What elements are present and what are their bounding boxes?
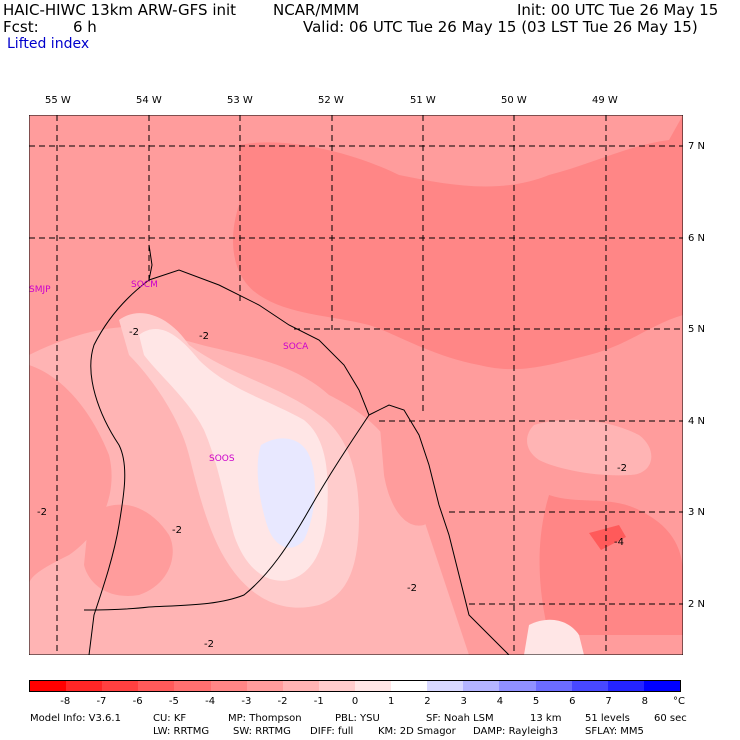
lat-label-3n: 3 N: [688, 507, 706, 518]
footer-model-info: Model Info: V3.6.1: [30, 713, 121, 724]
colorbar-tick-label: -4: [205, 696, 216, 707]
fcst-label: Fcst:: [3, 18, 39, 36]
colorbar-tick-label: 2: [424, 696, 431, 707]
colorbar-tick-label: -7: [96, 696, 107, 707]
field-region-minus3-se: [539, 495, 683, 635]
station-label: SOCM: [131, 280, 158, 290]
colorbar-swatch: [535, 681, 572, 691]
colorbar-swatch: [210, 681, 247, 691]
footer-levels: 51 levels: [585, 713, 630, 724]
coastline: [148, 269, 510, 655]
colorbar-tick-label: 0: [351, 696, 359, 707]
lon-label-53w: 53 W: [227, 95, 253, 106]
fcst-value: 6 h: [73, 18, 97, 36]
colorbar: [29, 680, 681, 692]
field-region-minus4: [589, 525, 626, 550]
colorbar-swatch: [174, 681, 211, 691]
colorbar-tick-label: -3: [241, 696, 252, 707]
colorbar-swatch: [318, 681, 355, 691]
colorbar-tick-label: 1: [388, 696, 395, 707]
lat-lon-grid: [29, 115, 683, 655]
colorbar-swatch: [246, 681, 283, 691]
field-name: Lifted index: [7, 36, 90, 52]
footer-sw: SW: RRTMG: [233, 726, 291, 737]
colorbar-unit: °C: [673, 696, 685, 707]
lat-label-2n: 2 N: [688, 599, 706, 610]
station-label: SOOS: [209, 454, 235, 464]
contour-label: -2: [617, 463, 627, 474]
colorbar-swatch: [571, 681, 608, 691]
border-suriname-guyana: [88, 279, 150, 655]
footer-diff: DIFF: full: [310, 726, 354, 737]
colorbar-swatch: [391, 681, 428, 691]
lat-label-4n: 4 N: [688, 416, 706, 427]
colorbar-tick-label: 3: [460, 696, 467, 707]
footer-mp: MP: Thompson: [228, 713, 302, 724]
colorbar-tick-label: 5: [532, 696, 540, 707]
colorbar-swatch: [427, 681, 464, 691]
lon-label-54w: 54 W: [136, 95, 162, 106]
contour-label: -2: [129, 327, 139, 338]
footer-damp: DAMP: Rayleigh3: [473, 726, 559, 737]
colorbar-swatch: [30, 681, 67, 691]
colorbar-swatch: [354, 681, 392, 691]
colorbar-tick-label: 7: [605, 696, 612, 707]
colorbar-swatch: [66, 681, 103, 691]
contour-label: -2: [37, 507, 47, 518]
lat-label-5n: 5 N: [688, 324, 706, 335]
center-label: NCAR/MMM: [273, 1, 360, 19]
model-title: HAIC-HIWC 13km ARW-GFS init: [3, 1, 237, 19]
footer-lw: LW: RRTMG: [153, 726, 210, 737]
contour-label: -2: [172, 525, 182, 536]
colorbar-swatch: [643, 681, 680, 691]
station-label: SMJP: [29, 285, 51, 295]
colorbar-tick-label: -8: [60, 696, 71, 707]
field-region-minus3: [233, 115, 683, 370]
lon-label-52w: 52 W: [318, 95, 344, 106]
contour-label: -2: [407, 583, 417, 594]
colorbar-swatch: [463, 681, 500, 691]
station-label: SOCA: [283, 342, 309, 352]
colorbar-tick-label: -2: [277, 696, 288, 707]
colorbar-swatch: [282, 681, 319, 691]
field-region-sw: [84, 504, 173, 596]
lat-label-7n: 7 N: [688, 141, 706, 152]
colorbar-tick-label: -5: [168, 696, 179, 707]
footer-res: 13 km: [530, 713, 562, 724]
footer-cu: CU: KF: [153, 713, 187, 724]
border-north: [148, 244, 153, 281]
field-region-e: [527, 419, 652, 476]
field-region-cent: [379, 412, 444, 526]
init-time: Init: 00 UTC Tue 26 May 15: [517, 1, 719, 19]
lat-label-6n: 6 N: [688, 233, 706, 244]
colorbar-tick-label: -1: [313, 696, 324, 707]
contour-label: -4: [614, 537, 624, 548]
colorbar-swatch: [102, 681, 139, 691]
lon-label-49w: 49 W: [592, 95, 618, 106]
colorbar-swatch: [138, 681, 175, 691]
footer-timestep: 60 sec: [654, 713, 687, 724]
footer-km: KM: 2D Smagor: [378, 726, 456, 737]
colorbar-swatch: [607, 681, 644, 691]
footer-sflay: SFLAY: MM5: [585, 726, 644, 737]
map-panel: -2 -2 -2 -2 -2 -2 -2 -4 SMJP SOCM SOCA S…: [29, 115, 683, 655]
contour-label: -2: [199, 331, 209, 342]
lon-label-51w: 51 W: [410, 95, 436, 106]
valid-time: Valid: 06 UTC Tue 26 May 15 (03 LST Tue …: [303, 18, 698, 36]
lon-label-50w: 50 W: [501, 95, 527, 106]
border-brazil: [83, 414, 370, 611]
field-region-plus1: [257, 438, 315, 548]
colorbar-tick-label: -6: [132, 696, 143, 707]
colorbar-swatch: [499, 681, 536, 691]
contour-label: -2: [204, 639, 214, 650]
footer-sf: SF: Noah LSM: [426, 713, 494, 724]
map-canvas: -2 -2 -2 -2 -2 -2 -2 -4 SMJP SOCM SOCA S…: [29, 115, 683, 655]
footer-pbl: PBL: YSU: [335, 713, 380, 724]
colorbar-tick-label: 6: [569, 696, 576, 707]
colorbar-tick-label: 4: [496, 696, 504, 707]
field-region-s: [524, 619, 584, 655]
lon-label-55w: 55 W: [45, 95, 71, 106]
colorbar-tick-label: 8: [641, 696, 648, 707]
